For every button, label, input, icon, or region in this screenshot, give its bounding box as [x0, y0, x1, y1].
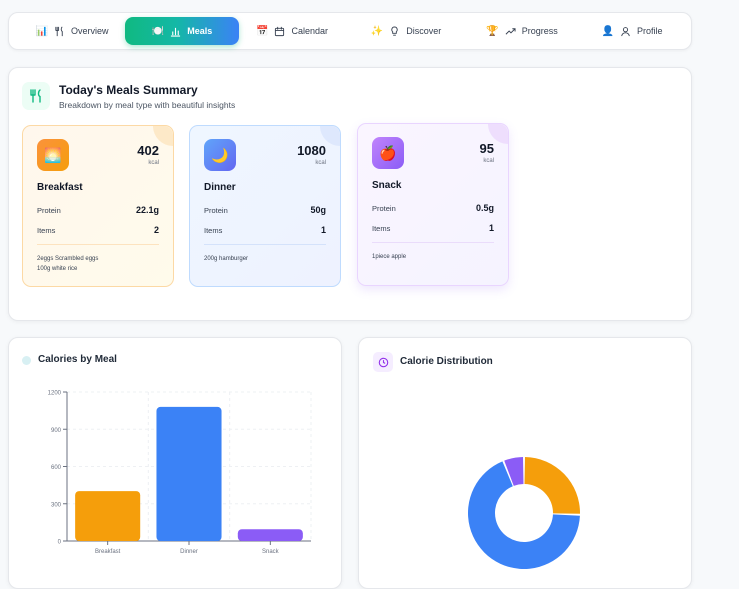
- meals-summary-card: Today's Meals Summary Breakdown by meal …: [8, 67, 692, 321]
- meal-name: Snack: [372, 180, 402, 191]
- meal-card-breakfast[interactable]: 🌅 402 kcal Breakfast Protein 22.1g Items 2…: [22, 125, 174, 287]
- tab-progress[interactable]: 🏆 Progress: [465, 17, 579, 45]
- y-tick-label: 600: [51, 465, 62, 471]
- meal-card-dinner[interactable]: 🌙 1080 kcal Dinner Protein 50g Items 1 200…: [189, 125, 341, 287]
- bar-breakfast[interactable]: [75, 491, 141, 541]
- trending-up-icon: [505, 27, 516, 35]
- items-label: Items: [372, 223, 391, 233]
- items-value: 1: [488, 223, 494, 233]
- protein-row: Protein 0.5g: [372, 203, 494, 213]
- items-value: 2: [153, 225, 159, 235]
- person-emoji-icon: 👤: [601, 25, 614, 37]
- slice-snack[interactable]: [504, 457, 524, 486]
- divider: [204, 244, 326, 245]
- moon-icon: 🌙: [204, 139, 236, 171]
- bar-snack[interactable]: [237, 529, 303, 541]
- items-value: 1: [320, 225, 326, 235]
- food-list: 1piece apple: [372, 252, 406, 262]
- tab-calendar-label: Calendar: [291, 26, 328, 36]
- items-label: Items: [204, 225, 223, 235]
- pie-card-title: Calorie Distribution: [400, 356, 493, 367]
- tab-discover[interactable]: ✨ Discover: [349, 17, 463, 45]
- protein-value: 0.5g: [475, 203, 494, 213]
- meal-card-snack[interactable]: 🍎 95 kcal Snack Protein 0.5g Items 1 1piec…: [357, 123, 509, 286]
- meal-kcal-unit: kcal: [483, 158, 494, 164]
- tab-profile[interactable]: 👤 Profile: [575, 17, 689, 45]
- calories-by-meal-card: Calories by Meal 0 300 600 900 1200 Breakfast…: [8, 337, 342, 589]
- plate-emoji-icon: 🍽️: [151, 25, 165, 37]
- meal-kcal-unit: kcal: [315, 160, 326, 166]
- x-tick-label: Snack: [262, 549, 280, 555]
- sparkles-emoji-icon: ✨: [370, 25, 384, 37]
- y-tick-label: 900: [51, 428, 62, 434]
- x-tick-label: Breakfast: [95, 549, 121, 555]
- trophy-emoji-icon: 🏆: [486, 25, 499, 37]
- summary-subtitle: Breakdown by meal type with beautiful in…: [59, 100, 236, 110]
- y-tick-label: 0: [58, 540, 62, 546]
- calorie-distribution-card: Calorie Distribution: [358, 337, 692, 589]
- clock-icon: [373, 352, 393, 372]
- calendar-icon: [275, 26, 285, 36]
- utensils-icon: [22, 82, 50, 110]
- items-label: Items: [37, 225, 56, 235]
- fork-knife-icon: [55, 26, 63, 36]
- tab-progress-label: Progress: [521, 26, 558, 36]
- y-tick-label: 1200: [48, 391, 62, 397]
- food-list: 200g hamburger: [204, 254, 248, 264]
- tab-calendar[interactable]: 📅 Calendar: [235, 17, 349, 45]
- food-item: 100g white rice: [37, 266, 78, 272]
- meal-name: Dinner: [204, 182, 236, 193]
- items-row: Items 1: [372, 223, 494, 233]
- bar-card-title: Calories by Meal: [38, 354, 117, 365]
- calories-bar-chart: 0 300 600 900 1200 Breakfast Dinner Snack: [48, 391, 312, 555]
- card-dot-icon: [22, 356, 31, 365]
- food-item: 2eggs Scrambled eggs: [37, 256, 99, 262]
- lightbulb-icon: [391, 25, 398, 36]
- food-item: 200g hamburger: [204, 256, 249, 262]
- protein-label: Protein: [372, 203, 396, 213]
- protein-value: 50g: [310, 205, 326, 215]
- chart-emoji-icon: 📊: [35, 25, 48, 37]
- meal-kcal: 1080: [297, 143, 326, 158]
- user-icon: [621, 26, 630, 36]
- food-item: 1piece apple: [372, 254, 407, 260]
- divider: [372, 242, 494, 243]
- protein-label: Protein: [204, 205, 228, 215]
- tab-meals[interactable]: 🍽️ Meals: [125, 17, 239, 45]
- meal-name: Breakfast: [37, 182, 83, 193]
- divider: [37, 244, 159, 245]
- meal-kcal-unit: kcal: [148, 160, 159, 166]
- calorie-donut-chart: [468, 457, 580, 569]
- calendar-emoji-icon: 📅: [256, 25, 269, 37]
- slice-breakfast[interactable]: [524, 457, 580, 514]
- main-nav: 📊 Overview 🍽️ Meals 📅 Calendar ✨ Discove…: [8, 12, 692, 50]
- bar-dinner[interactable]: [156, 406, 222, 541]
- tab-overview-label: Overview: [70, 26, 109, 36]
- tab-profile-label: Profile: [636, 26, 663, 36]
- bar-chart-icon: [171, 27, 181, 37]
- summary-title: Today's Meals Summary: [59, 83, 198, 97]
- protein-value: 22.1g: [135, 205, 159, 215]
- slice-dinner[interactable]: [468, 461, 580, 569]
- protein-row: Protein 22.1g: [37, 205, 159, 215]
- protein-row: Protein 50g: [204, 205, 326, 215]
- meal-kcal: 402: [137, 143, 159, 158]
- protein-label: Protein: [37, 205, 61, 215]
- x-tick-label: Dinner: [180, 549, 198, 555]
- apple-icon: 🍎: [372, 137, 404, 169]
- items-row: Items 2: [37, 225, 159, 235]
- tab-discover-label: Discover: [406, 26, 442, 36]
- y-tick-label: 300: [51, 502, 62, 508]
- food-list: 2eggs Scrambled eggs 100g white rice: [37, 254, 98, 274]
- tab-overview[interactable]: 📊 Overview: [15, 17, 129, 45]
- meal-kcal: 95: [479, 141, 494, 156]
- items-row: Items 1: [204, 225, 326, 235]
- sunrise-icon: 🌅: [37, 139, 69, 171]
- tab-meals-label: Meals: [187, 26, 213, 36]
